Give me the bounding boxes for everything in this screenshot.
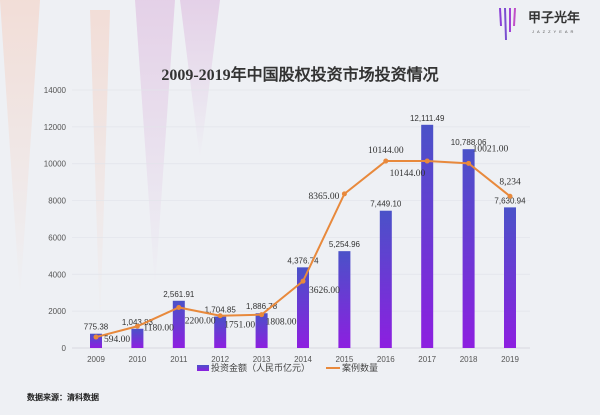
bar-label: 1,043.83 [122,318,154,327]
y-tick-label: 6000 [48,233,66,242]
line-label: 594.00 [104,335,130,345]
x-tick-label: 2012 [211,355,229,364]
line-point [259,312,265,318]
x-tick-label: 2019 [501,355,519,364]
bar [379,210,392,348]
legend: 投资金额（人民币亿元） 案例数量 [197,362,378,373]
line-label: 8365.00 [309,192,340,202]
bar-label: 5,254.96 [329,240,361,249]
bars: 775.38 1,043.83 2,561.91 1,704.85 1,886.78 4,… [84,114,526,348]
legend-swatch-bar [197,365,209,371]
line-point [424,158,430,164]
bar-label: 1,886.78 [246,302,278,311]
logo: 甲子光年 JAZZYEAR [499,7,580,41]
logo-subtitle: JAZZYEAR [532,29,576,34]
line-label: 8,234 [499,177,521,187]
bar-label: 10,788.06 [451,138,487,147]
x-tick-label: 2015 [336,355,354,364]
line-label: 3626.00 [309,286,340,296]
x-tick-label: 2017 [418,355,436,364]
y-tick-label: 4000 [48,270,66,279]
line-point [134,323,140,329]
y-tick-label: 14000 [44,86,67,95]
bar [297,267,309,348]
background-decoration [0,0,220,330]
line-point [176,304,182,310]
bar-label: 7,449.10 [370,200,402,209]
x-axis: 2009 2010 2011 2012 2013 2014 2015 2016 2017 2018… [87,355,519,364]
bar-label: 12,111.49 [410,114,445,123]
bar [172,300,185,348]
bar-label: 2,561.91 [163,290,195,299]
y-tick-label: 2000 [48,307,66,316]
bar-label: 1,704.85 [205,306,237,315]
y-axis: 0 2000 4000 6000 8000 10000 12000 14000 [44,86,67,353]
line-point [507,193,513,199]
bar [255,313,268,348]
x-tick-label: 2018 [460,355,478,364]
x-tick-label: 2013 [253,355,271,364]
bar-label: 4,376.74 [287,256,319,265]
bar [462,149,475,348]
x-tick-label: 2016 [377,355,395,364]
line-point [217,313,223,319]
logo-name: 甲子光年 [528,10,580,25]
legend-label-bar: 投资金额（人民币亿元） [211,362,310,373]
bar [504,207,516,348]
line-point [466,160,472,166]
y-tick-label: 12000 [44,123,67,132]
line-label: 10144.00 [390,169,426,179]
x-tick-label: 2009 [87,355,105,364]
y-tick-label: 0 [62,344,67,353]
bar [338,251,351,348]
bar-label: 7,630.94 [494,196,526,205]
line-point [93,334,99,340]
bar-label: 775.38 [84,323,109,332]
y-tick-label: 8000 [48,197,66,206]
bar [421,124,434,348]
bar [131,328,144,348]
line-point [383,158,389,164]
line-point [300,278,306,284]
line-label: 10144.00 [368,146,404,156]
legend-label-line: 案例数量 [342,362,378,373]
chart-title: 2009-2019年中国股权投资市场投资情况 [161,65,438,84]
line-series: 594.00 1180.00 2200.00 1751.00 1808.00 3626.0… [93,144,521,345]
line-label: 1180.00 [143,323,174,333]
line-label: 10021.00 [473,144,509,154]
line-label: 2200.00 [185,316,216,326]
line-label: 1751.00 [224,321,255,331]
x-tick-label: 2011 [170,355,188,364]
data-source: 数据来源：清科数据 [27,392,99,402]
x-tick-label: 2014 [294,355,312,364]
line-point [341,191,347,197]
line-label: 1808.00 [266,318,297,328]
bar [214,316,227,348]
y-tick-label: 10000 [44,160,67,169]
x-tick-label: 2010 [129,355,147,364]
